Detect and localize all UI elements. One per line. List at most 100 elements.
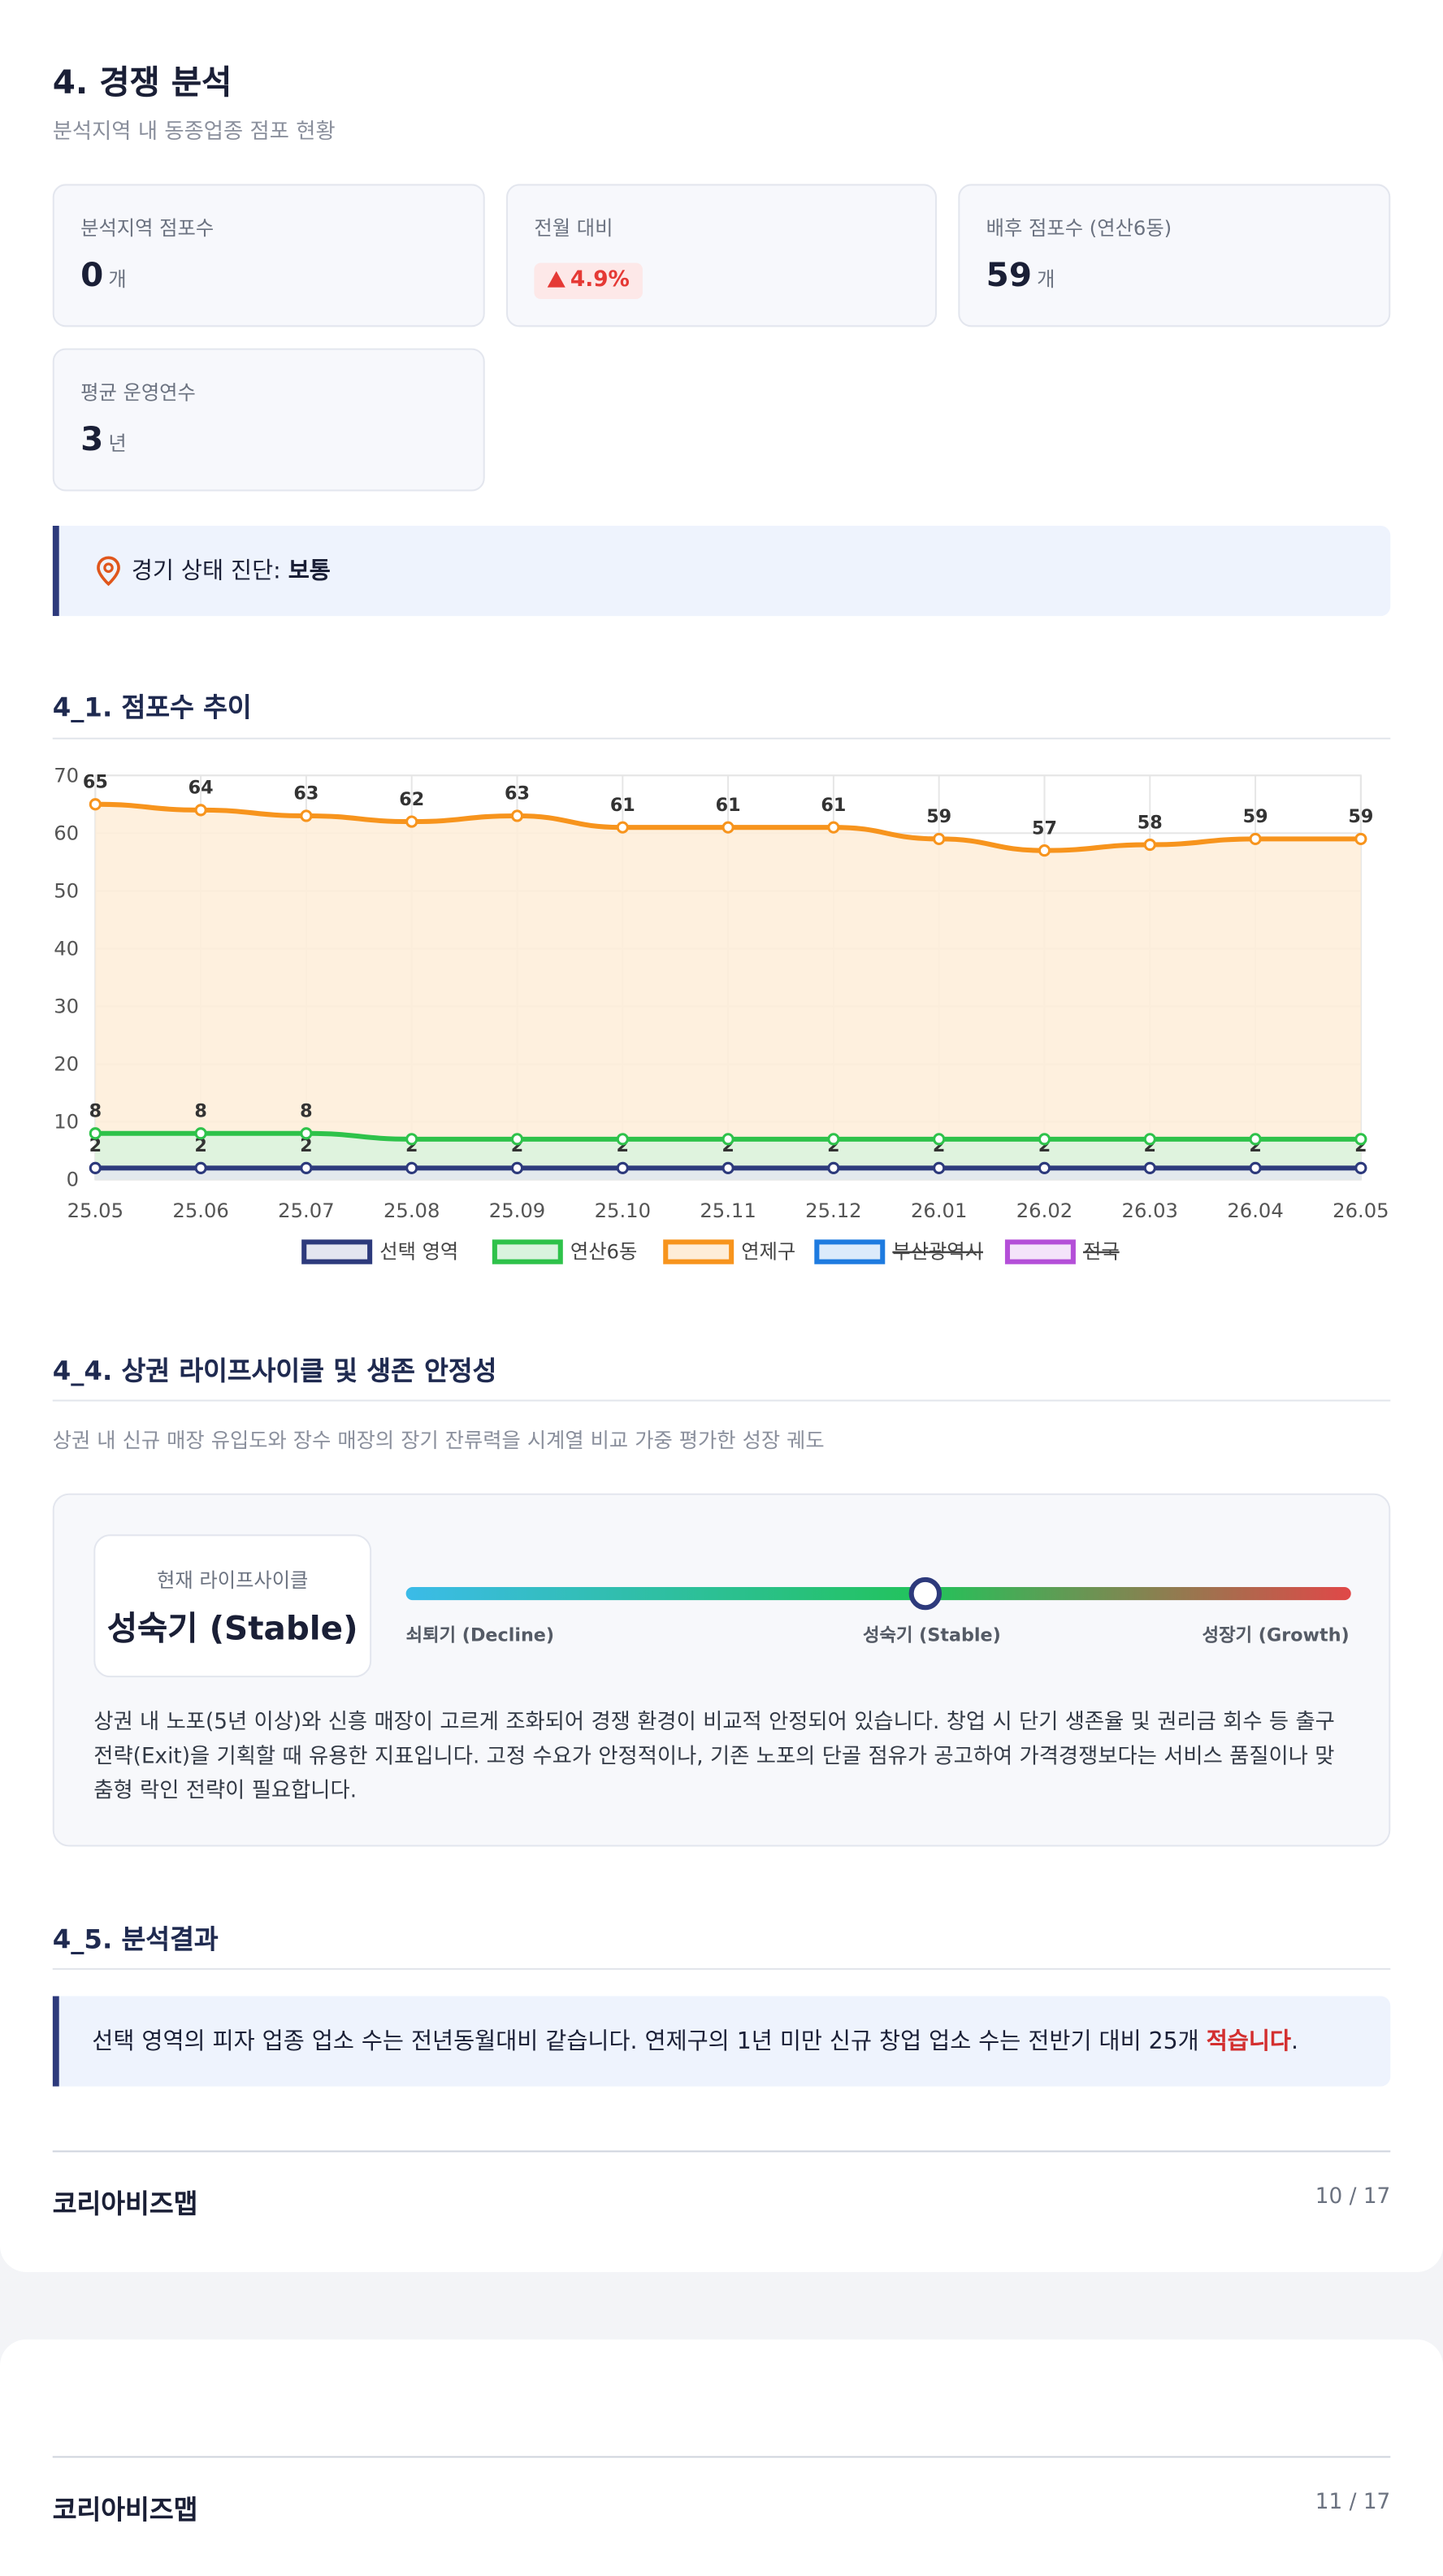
point xyxy=(89,798,102,811)
y-tick-label: 10 xyxy=(54,1110,79,1134)
lifecycle-box: 현재 라이프사이클 성숙기 (Stable) 쇠퇴기 (Decline) 성숙기… xyxy=(52,1493,1391,1847)
y-tick-label: 70 xyxy=(54,763,79,787)
footer-rule xyxy=(52,2150,1391,2153)
point xyxy=(1143,1161,1156,1174)
point xyxy=(510,1161,524,1174)
point xyxy=(616,821,629,834)
change-value: 4.9% xyxy=(570,267,630,293)
unit: 개 xyxy=(1037,267,1055,291)
data-label: 8 xyxy=(194,1101,206,1122)
section-description: 상권 내 신규 매장 유입도와 장수 매장의 장기 잔류력을 시계열 비교 가중… xyxy=(52,1427,825,1453)
point xyxy=(1249,1161,1262,1174)
footer-brand: 코리아비즈맵 xyxy=(52,2188,198,2220)
result: 선택 영역의 피자 업종 업소 수는 전년동월대비 같습니다. 연제구의 1년 … xyxy=(92,2028,1207,2056)
chart: 0 10 20 30 40 50 60 70 25.05 25.06 25.07 25.08 25.09… xyxy=(54,763,1389,1264)
result-text: 선택 영역의 피자 업종 업소 수는 전년동월대비 같습니다. 연제구의 1년 … xyxy=(92,2024,1298,2057)
y-tick-label: 60 xyxy=(54,821,79,844)
data-label: 8 xyxy=(300,1101,312,1122)
subtitle: 분석지역 내 동종업종 점포 현황 xyxy=(52,119,336,145)
point xyxy=(1143,838,1156,852)
x-tick-label: 25.06 xyxy=(172,1199,228,1222)
y-tick-label: 40 xyxy=(54,936,79,960)
point xyxy=(1249,832,1262,845)
point xyxy=(194,804,207,817)
point xyxy=(300,809,313,822)
value: 59 xyxy=(986,254,1033,294)
lifecycle-bar xyxy=(405,1586,1351,1601)
diagnosis: 경기 상태 진단: 보통 xyxy=(132,553,331,586)
result-box: 선택 영역의 피자 업종 업소 수는 전년동월대비 같습니다. 연제구의 1년 … xyxy=(52,1996,1391,2087)
point xyxy=(510,1133,524,1146)
point xyxy=(827,1133,840,1146)
x-tick-label: 26.05 xyxy=(1332,1199,1389,1222)
point xyxy=(616,1161,629,1174)
value: 3 xyxy=(80,418,104,459)
point xyxy=(933,1161,946,1174)
x-tick-label: 26.04 xyxy=(1227,1199,1283,1222)
point xyxy=(194,1127,207,1140)
data-label: 59 xyxy=(1243,806,1268,827)
legend-swatch xyxy=(814,1239,886,1264)
stat-card: 배후 점포수 (연산6동) 59 개 xyxy=(958,184,1391,327)
diagnosis-label: 경기 상태 진단: xyxy=(131,558,288,585)
stat-card: 전월 대비 4.9% xyxy=(506,184,937,327)
unit: 개 xyxy=(108,267,127,291)
point xyxy=(1038,1133,1051,1146)
point xyxy=(405,1161,418,1174)
data-label: 61 xyxy=(821,795,846,816)
data-label: 65 xyxy=(83,772,108,793)
x-tick-label: 26.01 xyxy=(911,1199,967,1222)
divider xyxy=(52,1399,1391,1402)
page-card: 코리아비즈맵 11 / 17 xyxy=(0,2339,1443,2576)
lifecycle-label: 현재 라이프사이클 xyxy=(157,1568,309,1593)
pin-icon xyxy=(97,556,120,587)
title: 4. 경쟁 분석 xyxy=(52,62,232,102)
data-label: 62 xyxy=(399,789,424,810)
x-tick-label: 25.12 xyxy=(805,1199,861,1222)
footer-brand: 코리아비즈맵 xyxy=(52,2493,198,2526)
point xyxy=(1038,1161,1051,1174)
point xyxy=(722,821,734,834)
point xyxy=(933,1133,946,1146)
point xyxy=(300,1161,313,1174)
result-end: . xyxy=(1290,2028,1298,2056)
legend-swatch xyxy=(492,1239,563,1264)
point xyxy=(827,1161,840,1174)
x-tick-label: 26.03 xyxy=(1122,1199,1178,1222)
x-tick-label: 25.08 xyxy=(384,1199,440,1222)
section-title: 4_5. 분석결과 xyxy=(52,1923,219,1955)
data-label: 61 xyxy=(716,795,741,816)
value: 0 xyxy=(80,254,104,294)
legend-label: 전국 xyxy=(1083,1240,1120,1264)
point xyxy=(300,1127,313,1140)
point xyxy=(827,821,840,834)
x-tick-label: 26.02 xyxy=(1016,1199,1072,1222)
point xyxy=(510,809,524,822)
point xyxy=(89,1127,102,1140)
card-label: 배후 점포수 (연산6동) xyxy=(986,216,1172,241)
point xyxy=(1038,844,1051,857)
point xyxy=(933,832,946,845)
y-tick-label: 0 xyxy=(67,1168,79,1191)
point xyxy=(616,1133,629,1146)
y-tick-label: 20 xyxy=(54,1052,79,1076)
point xyxy=(722,1133,734,1146)
footer-page: 11 / 17 xyxy=(1315,2490,1391,2516)
point xyxy=(1354,832,1367,845)
divider xyxy=(52,737,1391,739)
divider xyxy=(52,1967,1391,1971)
data-label: 63 xyxy=(293,783,318,804)
result-emphasis: 적습니다 xyxy=(1206,2028,1291,2056)
point xyxy=(89,1161,102,1174)
scale-label: 성숙기 (Stable) xyxy=(863,1624,1001,1646)
data-label: 58 xyxy=(1138,812,1163,833)
lifecycle-paragraph: 상권 내 노포(5년 이상)와 신흥 매장이 고르게 조화되어 경쟁 환경이 비… xyxy=(93,1710,1335,1804)
footer-page: 10 / 17 xyxy=(1315,2184,1391,2210)
data-label: 64 xyxy=(188,778,214,799)
lifecycle-card: 현재 라이프사이클 성숙기 (Stable) xyxy=(93,1534,372,1678)
